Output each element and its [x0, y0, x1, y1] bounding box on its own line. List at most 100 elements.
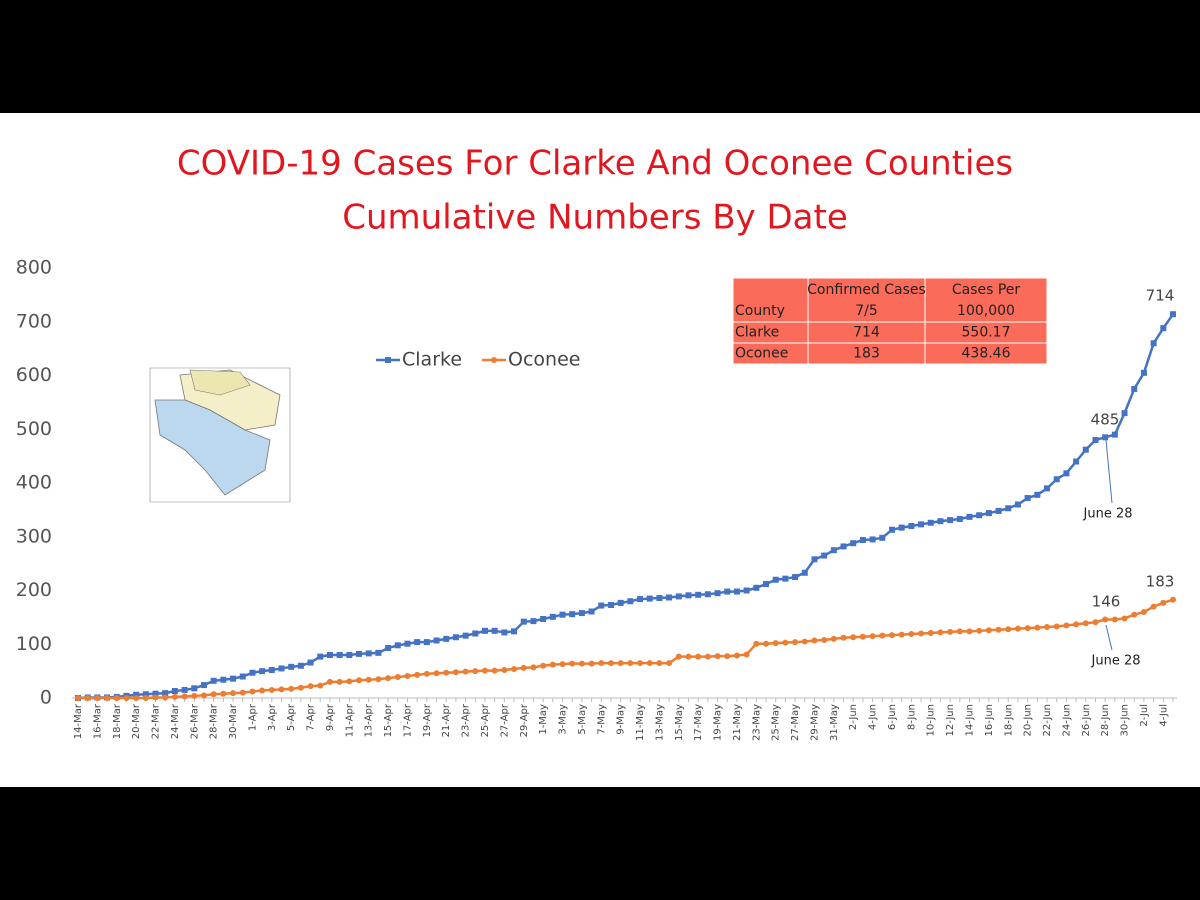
x-tick-label: 11-Apr [344, 703, 355, 737]
point [181, 693, 188, 700]
x-tick-label: 27-Apr [499, 703, 510, 737]
point [1044, 485, 1051, 492]
point [627, 660, 634, 667]
y-tick-label: 600 [16, 364, 52, 386]
point [956, 628, 963, 635]
point [782, 575, 789, 582]
point [375, 649, 382, 656]
point [230, 675, 237, 682]
point [491, 667, 498, 674]
table-cell: Oconee [735, 346, 788, 362]
point [220, 676, 227, 683]
point [1102, 434, 1109, 441]
point [840, 634, 847, 641]
point [733, 652, 740, 659]
point [607, 660, 614, 667]
x-tick-label: 28-Mar [209, 703, 220, 739]
point [540, 662, 547, 669]
point [966, 628, 973, 635]
x-tick-label: 17-May [693, 704, 704, 741]
point [637, 660, 644, 667]
x-tick-label: 29-Apr [519, 703, 530, 737]
point [1160, 599, 1167, 606]
y-tick-label: 400 [16, 472, 52, 494]
point [1034, 491, 1041, 498]
point [307, 659, 314, 666]
chart-subtitle: Cumulative Numbers By Date [342, 198, 847, 238]
point [249, 688, 256, 695]
legend-marker [385, 357, 391, 363]
x-tick-label: 13-Apr [364, 703, 375, 737]
point [414, 639, 421, 646]
point [288, 663, 295, 670]
point [695, 591, 702, 598]
point [588, 608, 595, 615]
point [578, 610, 585, 617]
x-tick-label: 2-Jul [1139, 704, 1150, 727]
point [1063, 470, 1070, 477]
point [908, 523, 915, 529]
point [1121, 410, 1128, 417]
point [976, 627, 983, 634]
point [1140, 369, 1147, 376]
point [985, 510, 992, 517]
legend-label: Oconee [508, 349, 580, 371]
point [385, 645, 392, 652]
x-tick-label: 22-Jun [1042, 704, 1053, 737]
point [268, 667, 275, 674]
point [1024, 495, 1031, 502]
point [646, 595, 653, 602]
point [481, 627, 488, 634]
point [530, 618, 537, 625]
point [792, 574, 799, 581]
point [462, 668, 469, 675]
point [859, 536, 866, 543]
point [763, 581, 770, 588]
point [743, 587, 750, 594]
point [278, 665, 285, 672]
point [898, 524, 905, 531]
point [501, 667, 508, 674]
x-tick-label: 24-Jun [1061, 704, 1072, 737]
annotation: 485 [1091, 411, 1120, 429]
point [462, 632, 469, 639]
point [840, 543, 847, 550]
point [94, 695, 101, 701]
point [1073, 621, 1080, 628]
point [230, 690, 237, 697]
point [976, 512, 983, 519]
point [918, 521, 925, 528]
x-tick-label: 15-May [674, 704, 685, 741]
point [1170, 596, 1176, 603]
y-tick-label: 200 [16, 579, 52, 601]
point [346, 678, 353, 685]
point [200, 692, 207, 699]
point [879, 632, 886, 639]
point [375, 676, 382, 683]
point [1082, 446, 1089, 453]
point [210, 677, 217, 684]
point [888, 632, 895, 639]
x-tick-label: 27-May [790, 704, 801, 741]
point [1014, 625, 1021, 632]
point [133, 695, 140, 701]
point [385, 675, 392, 682]
table-header: Confirmed Cases 7/5 [807, 282, 926, 319]
point [162, 690, 169, 697]
x-tick-label: 30-Jun [1120, 704, 1131, 737]
point [288, 685, 295, 692]
point [947, 628, 954, 635]
point [404, 640, 411, 647]
point [850, 540, 857, 547]
table-cell: 438.46 [962, 346, 1011, 362]
point [433, 670, 440, 677]
x-tick-label: 9-Apr [325, 703, 336, 731]
point [1121, 615, 1128, 622]
point [617, 599, 624, 606]
x-tick-label: 28-Jun [1100, 704, 1111, 737]
y-tick-label: 700 [16, 310, 52, 332]
x-tick-label: 26-Mar [189, 703, 200, 739]
point [627, 598, 634, 605]
x-tick-label: 3-Apr [267, 703, 278, 731]
point [898, 631, 905, 638]
